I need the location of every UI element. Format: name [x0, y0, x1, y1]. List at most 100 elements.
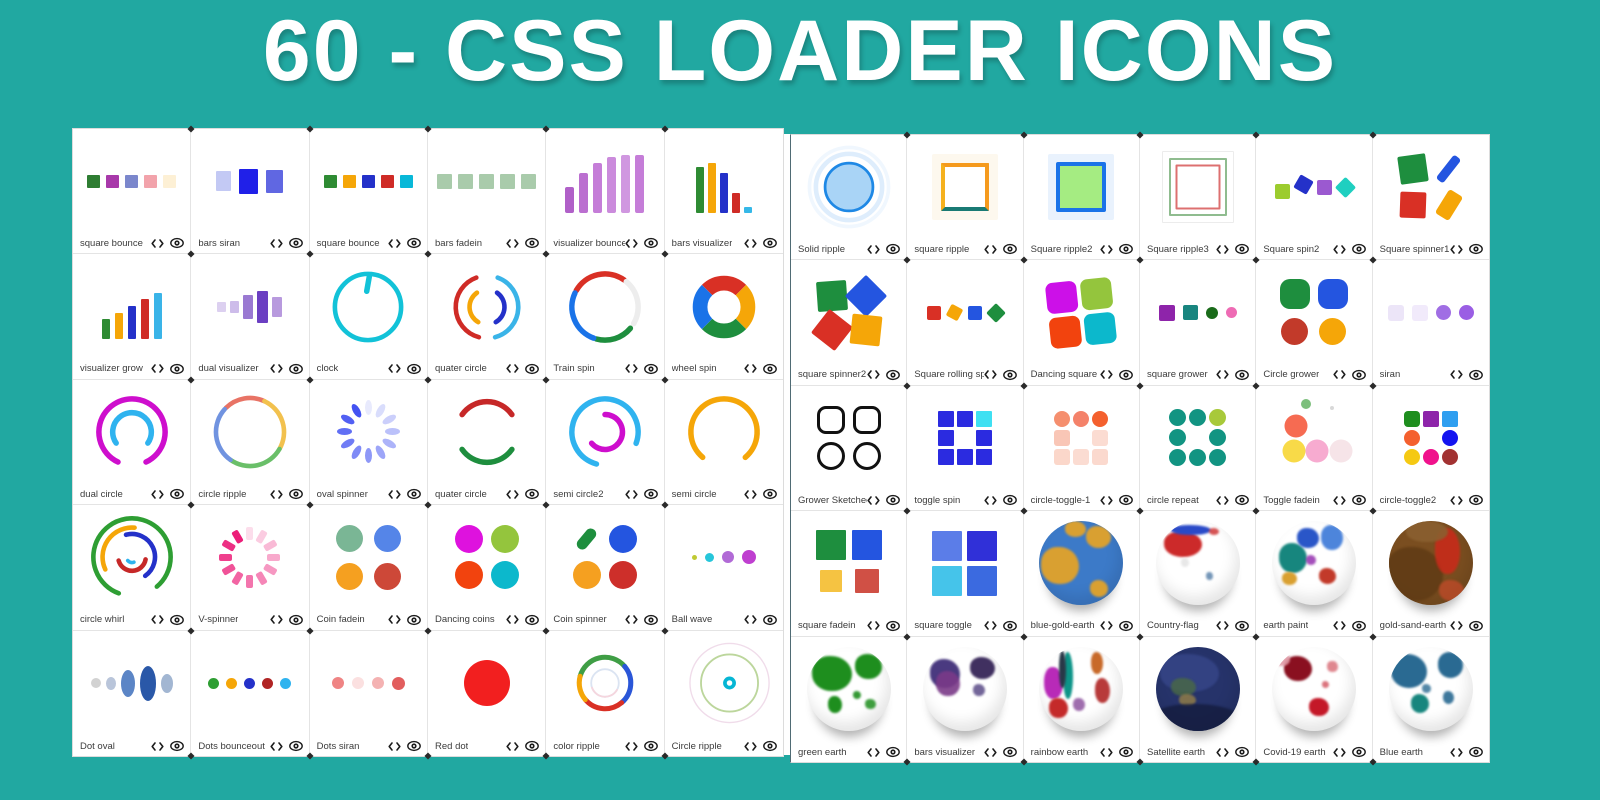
code-icon[interactable]: [151, 488, 164, 501]
code-icon[interactable]: [984, 243, 997, 256]
eye-icon[interactable]: [407, 613, 421, 627]
code-icon[interactable]: [744, 237, 757, 250]
code-icon[interactable]: [270, 488, 283, 501]
eye-icon[interactable]: [1469, 368, 1483, 382]
eye-icon[interactable]: [525, 613, 540, 627]
eye-icon[interactable]: [1469, 242, 1483, 256]
eye-icon[interactable]: [1235, 745, 1250, 759]
eye-icon[interactable]: [763, 236, 777, 250]
code-icon[interactable]: [388, 740, 401, 753]
eye-icon[interactable]: [288, 362, 303, 376]
code-icon[interactable]: [388, 237, 401, 250]
code-icon[interactable]: [1216, 368, 1229, 381]
code-icon[interactable]: [1216, 746, 1229, 759]
eye-icon[interactable]: [1119, 242, 1133, 256]
eye-icon[interactable]: [525, 739, 540, 753]
eye-icon[interactable]: [886, 368, 901, 382]
code-icon[interactable]: [984, 494, 997, 507]
code-icon[interactable]: [1100, 619, 1113, 632]
code-icon[interactable]: [625, 488, 638, 501]
eye-icon[interactable]: [1351, 242, 1366, 256]
eye-icon[interactable]: [886, 745, 901, 759]
eye-icon[interactable]: [170, 613, 185, 627]
code-icon[interactable]: [1333, 368, 1346, 381]
code-icon[interactable]: [744, 740, 757, 753]
code-icon[interactable]: [388, 362, 401, 375]
eye-icon[interactable]: [643, 613, 658, 627]
code-icon[interactable]: [1450, 746, 1463, 759]
code-icon[interactable]: [506, 488, 519, 501]
code-icon[interactable]: [984, 368, 997, 381]
eye-icon[interactable]: [1351, 493, 1366, 507]
code-icon[interactable]: [867, 746, 880, 759]
code-icon[interactable]: [1100, 243, 1113, 256]
code-icon[interactable]: [625, 740, 638, 753]
eye-icon[interactable]: [1119, 493, 1133, 507]
code-icon[interactable]: [1450, 494, 1463, 507]
eye-icon[interactable]: [1469, 493, 1483, 507]
eye-icon[interactable]: [763, 739, 777, 753]
code-icon[interactable]: [867, 368, 880, 381]
eye-icon[interactable]: [407, 487, 421, 501]
eye-icon[interactable]: [288, 236, 303, 250]
code-icon[interactable]: [506, 237, 519, 250]
code-icon[interactable]: [625, 237, 638, 250]
eye-icon[interactable]: [763, 362, 777, 376]
eye-icon[interactable]: [643, 487, 658, 501]
eye-icon[interactable]: [1119, 619, 1133, 633]
code-icon[interactable]: [1100, 368, 1113, 381]
code-icon[interactable]: [1100, 494, 1113, 507]
eye-icon[interactable]: [1469, 619, 1483, 633]
eye-icon[interactable]: [1002, 619, 1017, 633]
code-icon[interactable]: [506, 613, 519, 626]
code-icon[interactable]: [1333, 243, 1346, 256]
code-icon[interactable]: [744, 362, 757, 375]
code-icon[interactable]: [1450, 368, 1463, 381]
code-icon[interactable]: [1333, 494, 1346, 507]
eye-icon[interactable]: [1235, 493, 1250, 507]
code-icon[interactable]: [625, 362, 638, 375]
code-icon[interactable]: [744, 613, 757, 626]
eye-icon[interactable]: [170, 362, 185, 376]
eye-icon[interactable]: [886, 619, 901, 633]
code-icon[interactable]: [984, 619, 997, 632]
eye-icon[interactable]: [1002, 242, 1017, 256]
eye-icon[interactable]: [1119, 745, 1133, 759]
eye-icon[interactable]: [407, 362, 421, 376]
code-icon[interactable]: [270, 740, 283, 753]
code-icon[interactable]: [1450, 243, 1463, 256]
code-icon[interactable]: [867, 243, 880, 256]
eye-icon[interactable]: [886, 493, 901, 507]
eye-icon[interactable]: [288, 487, 303, 501]
eye-icon[interactable]: [1351, 619, 1366, 633]
code-icon[interactable]: [151, 362, 164, 375]
eye-icon[interactable]: [1351, 745, 1366, 759]
code-icon[interactable]: [506, 740, 519, 753]
code-icon[interactable]: [625, 613, 638, 626]
eye-icon[interactable]: [643, 739, 658, 753]
eye-icon[interactable]: [1469, 745, 1483, 759]
eye-icon[interactable]: [288, 739, 303, 753]
code-icon[interactable]: [1333, 619, 1346, 632]
code-icon[interactable]: [151, 237, 164, 250]
code-icon[interactable]: [867, 619, 880, 632]
eye-icon[interactable]: [763, 613, 777, 627]
eye-icon[interactable]: [1235, 368, 1250, 382]
eye-icon[interactable]: [525, 236, 540, 250]
eye-icon[interactable]: [170, 739, 185, 753]
eye-icon[interactable]: [643, 236, 658, 250]
eye-icon[interactable]: [1002, 493, 1017, 507]
eye-icon[interactable]: [1235, 242, 1250, 256]
eye-icon[interactable]: [170, 487, 185, 501]
eye-icon[interactable]: [763, 487, 777, 501]
code-icon[interactable]: [270, 613, 283, 626]
code-icon[interactable]: [270, 237, 283, 250]
eye-icon[interactable]: [1002, 745, 1017, 759]
code-icon[interactable]: [388, 488, 401, 501]
code-icon[interactable]: [1450, 619, 1463, 632]
eye-icon[interactable]: [407, 236, 421, 250]
eye-icon[interactable]: [525, 487, 540, 501]
code-icon[interactable]: [984, 746, 997, 759]
code-icon[interactable]: [1216, 619, 1229, 632]
eye-icon[interactable]: [170, 236, 185, 250]
